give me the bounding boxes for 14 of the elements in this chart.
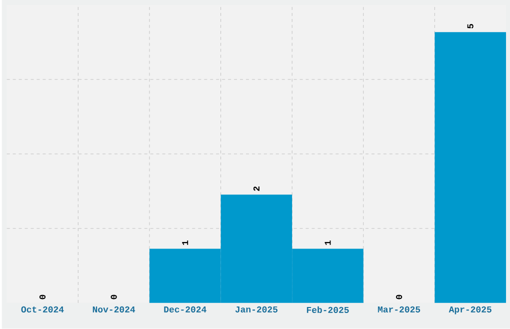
data-label: 1	[324, 240, 331, 246]
data-label: 0	[110, 294, 117, 300]
x-tick-label: Apr-2025	[448, 306, 492, 314]
data-label: 1	[182, 240, 188, 246]
data-label: 5	[467, 24, 474, 29]
data-label: 0	[39, 294, 46, 300]
data-label: 0	[396, 294, 402, 300]
x-tick-label: Nov-2024	[92, 306, 136, 313]
x-tick-label: Mar-2025	[378, 306, 420, 313]
x-tick-label: Feb-2025	[306, 306, 349, 314]
x-tick-label: Dec-2024	[164, 306, 206, 313]
data-label: 2	[253, 186, 260, 191]
x-tick-label: Jan-2025	[235, 306, 278, 313]
x-tick-label: Oct-2024	[21, 306, 64, 313]
